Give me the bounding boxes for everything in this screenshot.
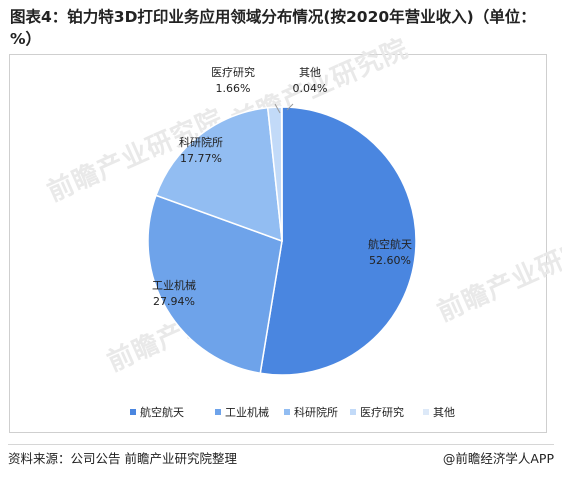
leader-line <box>274 103 281 114</box>
pie-slice <box>259 106 417 376</box>
legend-swatch <box>350 409 356 415</box>
legend-label: 工业机械 <box>225 405 269 419</box>
legend-label: 航空航天 <box>140 405 184 419</box>
slice-label: 工业机械 <box>152 278 196 292</box>
pie-chart: 航空航天 52.60% 工业机械 27.94% 科研院所 17.77% 医疗研究 1.66% 其… <box>130 65 455 419</box>
slice-value-label: 1.66% <box>216 82 251 95</box>
slice-label: 航空航天 <box>368 237 412 251</box>
legend-label: 其他 <box>433 406 455 419</box>
source-note: 资料来源：公司公告 前瞻产业研究院整理 <box>8 451 237 466</box>
legend-label: 医疗研究 <box>360 405 404 419</box>
slice-label: 医疗研究 <box>211 65 255 79</box>
legend-label: 科研院所 <box>294 405 338 419</box>
legend-swatch <box>130 409 136 415</box>
chart-area: 前瞻产业研究院 前瞻产业研究院 前瞻产业研究院 前瞻产业研究院 航空航天52.6… <box>9 34 562 433</box>
slice-label: 其他 <box>299 66 321 79</box>
pie-slice <box>147 194 283 375</box>
chart-title: 图表4：铂力特3D打印业务应用领域分布情况(按2020年营业收入)（单位：%） <box>10 8 536 48</box>
leader-line <box>286 103 294 111</box>
brand-credit: @前瞻经济学人APP <box>442 451 554 466</box>
slice-value-label: 17.77% <box>180 152 222 165</box>
legend-swatch <box>284 409 290 415</box>
pie-slice <box>155 106 283 243</box>
slice-value-label: 52.60% <box>369 254 411 267</box>
legend-swatch <box>423 409 429 415</box>
slice-label: 科研院所 <box>179 135 223 149</box>
legend-swatch <box>215 409 221 415</box>
footer: 资料来源：公司公告 前瞻产业研究院整理 @前瞻经济学人APP <box>8 444 554 473</box>
slice-value-label: 0.04% <box>293 82 328 95</box>
slice-value-label: 27.94% <box>153 295 195 308</box>
